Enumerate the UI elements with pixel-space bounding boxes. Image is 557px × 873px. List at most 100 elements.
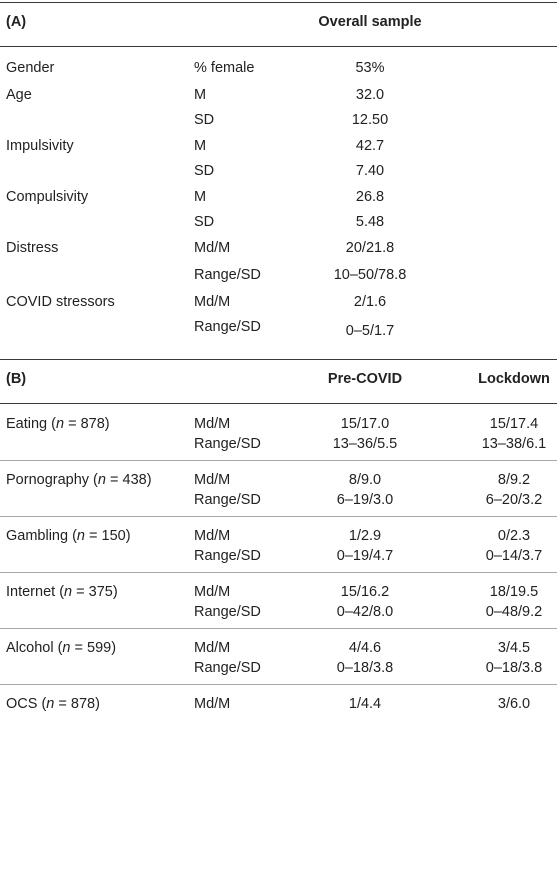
lockdown-value: 15/17.4 [489,416,539,432]
pre-covid-value: 6–19/3.0 [336,492,394,508]
pre-covid-value: 13–36/5.5 [332,436,398,452]
panel-b-header-row: (B) Pre-COVID Lockdown [0,369,557,389]
lockdown-value: 18/19.5 [489,584,539,600]
row-stat: M [194,87,207,103]
table-row: Pornography (n = 438) Md/M 8/9.0 8/9.2 [0,470,557,490]
panel-a-header-rule [0,46,557,47]
table-row: Range/SD 0–18/3.8 0–18/3.8 [0,658,557,678]
table-row: Distress Md/M 20/21.8 [0,238,557,258]
panel-a-label: (A) [6,14,27,30]
pre-covid-value: 8/9.0 [348,472,382,488]
row-stat: Md/M [194,240,231,256]
row-value: 20/21.8 [345,240,395,256]
row-stat: Md/M [194,640,231,656]
row-value: 5.48 [355,214,385,230]
group-divider [0,684,557,685]
lockdown-value: 0–14/3.7 [485,548,543,564]
row-value: 26.8 [355,189,385,205]
row-stat: Range/SD [194,548,261,564]
group-label: OCS (n = 878) [6,696,100,712]
group-divider [0,460,557,461]
lockdown-value: 0/2.3 [497,528,531,544]
lockdown-value: 0–48/9.2 [485,604,543,620]
group-divider [0,516,557,517]
table-row: Range/SD 0–19/4.7 0–14/3.7 [0,546,557,566]
row-value: 2/1.6 [353,294,387,310]
table-row: Internet (n = 375) Md/M 15/16.2 18/19.5 [0,582,557,602]
pre-covid-value: 1/2.9 [348,528,382,544]
row-stat: % female [194,60,255,76]
row-label: Gender [6,60,55,76]
table-row: Range/SD 0–5/1.7 [0,317,557,339]
panel-a-header-row: (A) Overall sample [0,12,557,32]
table-row: OCS (n = 878) Md/M 1/4.4 3/6.0 [0,694,557,714]
table-row: Impulsivity M 42.7 [0,136,557,156]
group-label: Pornography (n = 438) [6,472,152,488]
group-label: Internet (n = 375) [6,584,118,600]
row-stat: SD [194,214,215,230]
table-row: COVID stressors Md/M 2/1.6 [0,292,557,312]
table-row: Range/SD 6–19/3.0 6–20/3.2 [0,490,557,510]
table-top-rule [0,2,557,3]
panel-b-header-rule [0,403,557,404]
row-value: 53% [355,60,385,76]
table-row: Compulsivity M 26.8 [0,187,557,207]
row-value: 10–50/78.8 [333,267,407,283]
group-label: Alcohol (n = 599) [6,640,117,656]
row-stat: Md/M [194,528,231,544]
lockdown-value: 6–20/3.2 [485,492,543,508]
table-row: Gambling (n = 150) Md/M 1/2.9 0/2.3 [0,526,557,546]
group-divider [0,572,557,573]
table-row: Eating (n = 878) Md/M 15/17.0 15/17.4 [0,414,557,434]
group-label: Gambling (n = 150) [6,528,131,544]
panel-b-label: (B) [6,371,27,387]
row-label: Age [6,87,32,103]
table-row: Range/SD 13–36/5.5 13–38/6.1 [0,434,557,454]
lockdown-value: 13–38/6.1 [481,436,547,452]
table-row: Gender % female 53% [0,58,557,78]
row-value: 42.7 [355,138,385,154]
pre-covid-value: 15/17.0 [340,416,390,432]
table-row: Range/SD 10–50/78.8 [0,265,557,285]
row-stat: Range/SD [194,436,261,452]
pre-covid-value: 0–18/3.8 [336,660,394,676]
panel-divider-rule [0,359,557,360]
row-stat: Md/M [194,696,231,712]
table-row: Alcohol (n = 599) Md/M 4/4.6 3/4.5 [0,638,557,658]
row-stat: Range/SD [194,660,261,676]
row-value: 0–5/1.7 [345,323,395,339]
table-row: SD 7.40 [0,161,557,181]
row-stat: Md/M [194,294,231,310]
row-stat: SD [194,163,215,179]
row-value: 7.40 [355,163,385,179]
overall-sample-header: Overall sample [318,14,422,30]
pre-covid-value: 1/4.4 [348,696,382,712]
pre-covid-header: Pre-COVID [327,371,403,387]
row-stat: Range/SD [194,319,261,335]
row-label: Distress [6,240,59,256]
group-label: Eating (n = 878) [6,416,110,432]
pre-covid-value: 4/4.6 [348,640,382,656]
group-divider [0,628,557,629]
row-label: Compulsivity [6,189,89,205]
row-stat: M [194,138,207,154]
row-value: 32.0 [355,87,385,103]
row-stat: Range/SD [194,604,261,620]
row-stat: Md/M [194,584,231,600]
lockdown-value: 0–18/3.8 [485,660,543,676]
row-label: Impulsivity [6,138,74,154]
row-stat: M [194,189,207,205]
lockdown-value: 3/6.0 [497,696,531,712]
table-row: SD 5.48 [0,212,557,232]
row-value: 12.50 [351,112,389,128]
row-stat: SD [194,112,215,128]
row-stat: Range/SD [194,492,261,508]
lockdown-value: 3/4.5 [497,640,531,656]
table-row: Range/SD 0–42/8.0 0–48/9.2 [0,602,557,622]
row-label: COVID stressors [6,294,115,310]
table-row: SD 12.50 [0,110,557,130]
pre-covid-value: 0–19/4.7 [336,548,394,564]
pre-covid-value: 0–42/8.0 [336,604,394,620]
table-row: Age M 32.0 [0,85,557,105]
